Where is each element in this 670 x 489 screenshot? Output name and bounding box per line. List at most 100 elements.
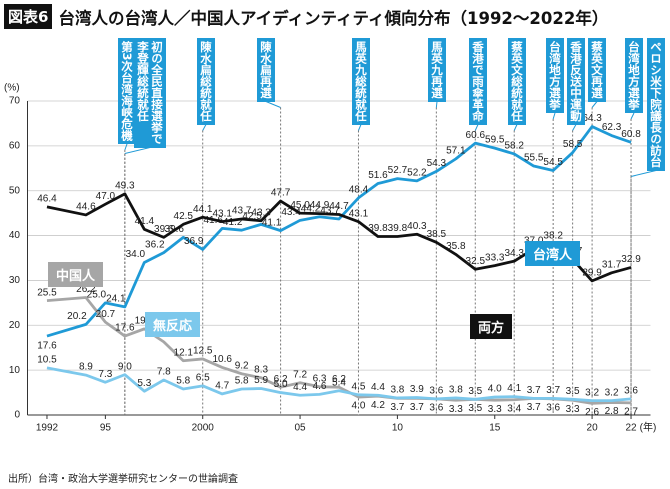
value-label: 54.5 [543,157,563,168]
value-label: 47.7 [271,188,291,199]
series-label: 台湾人 [525,241,581,266]
value-label: 55.5 [524,153,544,164]
value-label: 39.8 [368,223,388,234]
value-label: 3.7 [527,402,541,413]
value-label: 5.0 [274,379,288,390]
x-tick-label: 2000 [192,423,215,434]
value-label: 5.4 [332,377,346,388]
value-label: 49.3 [115,180,135,191]
event-text: 台湾地方選挙 [627,41,641,110]
value-label: 3.7 [527,385,541,396]
event-line [124,143,128,151]
value-label: 4.0 [488,384,502,395]
y-tick-label: 40 [9,230,21,241]
event-callout: 馬英九再選 [428,38,446,102]
x-tick-label: 15 [489,423,501,434]
value-label: 44.1 [193,204,213,215]
value-label: 52.2 [407,167,427,178]
x-unit: (年) [640,421,657,434]
value-label: 4.4 [293,382,307,393]
value-label: 47.0 [96,191,116,202]
value-label: 4.6 [313,381,327,392]
event-line [474,124,479,131]
value-label: 3.3 [449,404,463,415]
value-label: 4.4 [371,382,385,393]
value-label: 3.6 [546,402,560,413]
value-label: 59.5 [485,135,505,146]
y-tick-label: 70 [9,96,21,107]
event-text: ペロシ米下院議長の訪台 [649,41,663,168]
value-label: 3.5 [468,403,482,414]
value-label: 43.1 [212,208,232,219]
value-label: 4.0 [352,401,366,412]
value-label: 2.6 [585,407,599,418]
value-label: 29.9 [582,268,602,279]
value-label: 52.7 [388,165,408,176]
value-label: 7.8 [157,367,171,378]
value-label: 6.2 [332,374,346,385]
value-label: 38.2 [543,230,563,241]
event-line [124,147,151,154]
series-label: 無反応 [145,312,201,337]
event-line [265,101,281,108]
value-label: 32.9 [621,254,641,265]
event-text: 馬英九総統就任 [354,41,368,122]
event-line [630,112,635,120]
value-label: 7.2 [293,369,307,380]
value-label: 5.8 [235,376,249,387]
event-line [358,124,362,131]
value-label: 12.5 [193,346,213,357]
value-label: 39.8 [388,223,408,234]
value-label: 9.2 [235,360,249,371]
event-callout: 初の全民直接選挙で 李登輝総統就任 [134,38,166,148]
value-label: 44.9 [310,200,330,211]
value-label: 3.7 [390,402,404,413]
x-tick-label: 1992 [36,423,59,434]
x-tick-label: 22 [625,423,637,434]
value-label: 64.3 [582,113,602,124]
value-label: 10.6 [212,354,232,365]
value-label: 10.5 [37,355,57,366]
value-label: 4.1 [507,383,521,394]
value-label: 19.2 [135,316,155,327]
event-text: 蔡英文再選 [590,41,604,99]
event-text: 香港反送中運動 [569,41,583,122]
value-label: 3.6 [429,385,443,396]
value-label: 40.3 [407,221,427,232]
event-text: 台湾地方選挙 [548,41,562,110]
value-label: 6.3 [313,373,327,384]
value-label: 39.6 [154,224,174,235]
event-text: 陳水扁総統就任 [199,41,213,122]
value-label: 20.7 [96,309,116,320]
value-label: 3.6 [429,402,443,413]
x-tick-label: 10 [392,423,404,434]
value-label: 43.7 [232,206,252,217]
x-tick-label: 05 [295,423,307,434]
value-label: 8.9 [79,362,93,373]
value-label: 46.4 [37,194,57,205]
value-label: 45.0 [290,200,310,211]
value-label: 38.5 [427,229,447,240]
event-callout: 台湾地方選挙 [625,38,643,113]
value-label: 3.8 [390,385,404,396]
event-text: 馬英九再選 [430,41,444,99]
source-note: 出所）台湾・政治大学選挙研究センターの世論調査 [8,474,238,485]
value-label: 3.5 [468,386,482,397]
value-label: 58.5 [563,139,583,150]
value-label: 43.1 [349,208,369,219]
value-label: 17.6 [115,323,135,334]
value-label: 24.1 [106,294,126,305]
event-callout: 陳水扁再選 [257,38,275,102]
value-label: 12.1 [174,347,194,358]
value-label: 54.3 [427,158,447,169]
event-line [513,124,518,131]
value-label: 20.2 [67,311,87,322]
event-text: 蔡英文総統就任 [510,41,524,122]
x-tick-label: 20 [587,423,599,434]
value-label: 6.5 [196,372,210,383]
y-tick-label: 60 [9,140,21,151]
series-label: 両方 [470,314,513,339]
value-label: 25.0 [87,289,107,300]
